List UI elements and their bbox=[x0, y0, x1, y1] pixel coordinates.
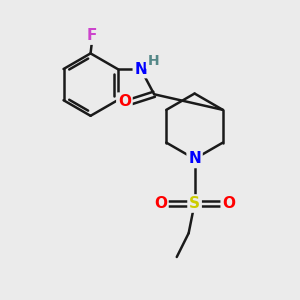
Text: S: S bbox=[189, 196, 200, 211]
Text: O: O bbox=[118, 94, 131, 109]
Text: N: N bbox=[134, 61, 147, 76]
Text: N: N bbox=[188, 152, 201, 166]
Text: H: H bbox=[147, 54, 159, 68]
Text: O: O bbox=[154, 196, 167, 211]
Text: F: F bbox=[87, 28, 97, 43]
Text: O: O bbox=[222, 196, 235, 211]
